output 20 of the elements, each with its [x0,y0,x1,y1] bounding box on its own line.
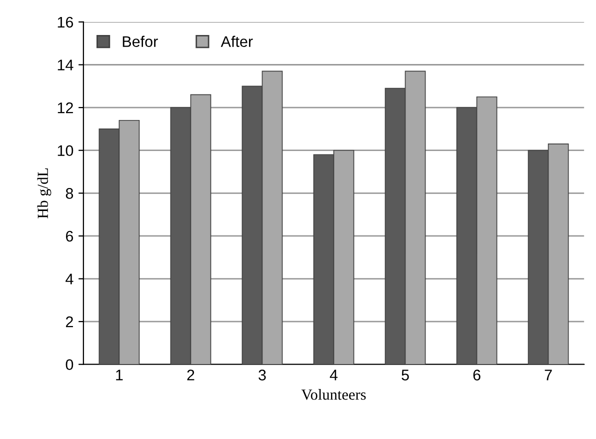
x-axis-title: Volunteers [301,389,366,400]
y-tick-label: 2 [66,316,73,328]
x-tick-label: 7 [544,370,552,380]
y-tick-label: 4 [66,274,74,284]
y-tick-label: 10 [58,145,74,156]
y-tick-label: 8 [66,188,74,199]
y-axis-title: Hb g/dL [37,168,52,218]
legend-label: After [220,36,253,48]
x-tick-label: 2 [187,370,194,380]
x-tick-label: 6 [473,370,480,380]
y-tick-label: 16 [58,16,74,28]
y-tick-label: 14 [58,60,74,70]
x-tick-label: 3 [258,370,266,380]
y-tick-label: 6 [66,230,74,242]
x-tick-label: 4 [330,370,338,380]
x-tick-label: 5 [402,370,409,380]
x-tick-label: 1 [116,370,123,380]
y-tick-label: 0 [66,359,74,370]
legend-label: Befor [122,36,158,48]
y-tick-label: 12 [58,102,73,114]
